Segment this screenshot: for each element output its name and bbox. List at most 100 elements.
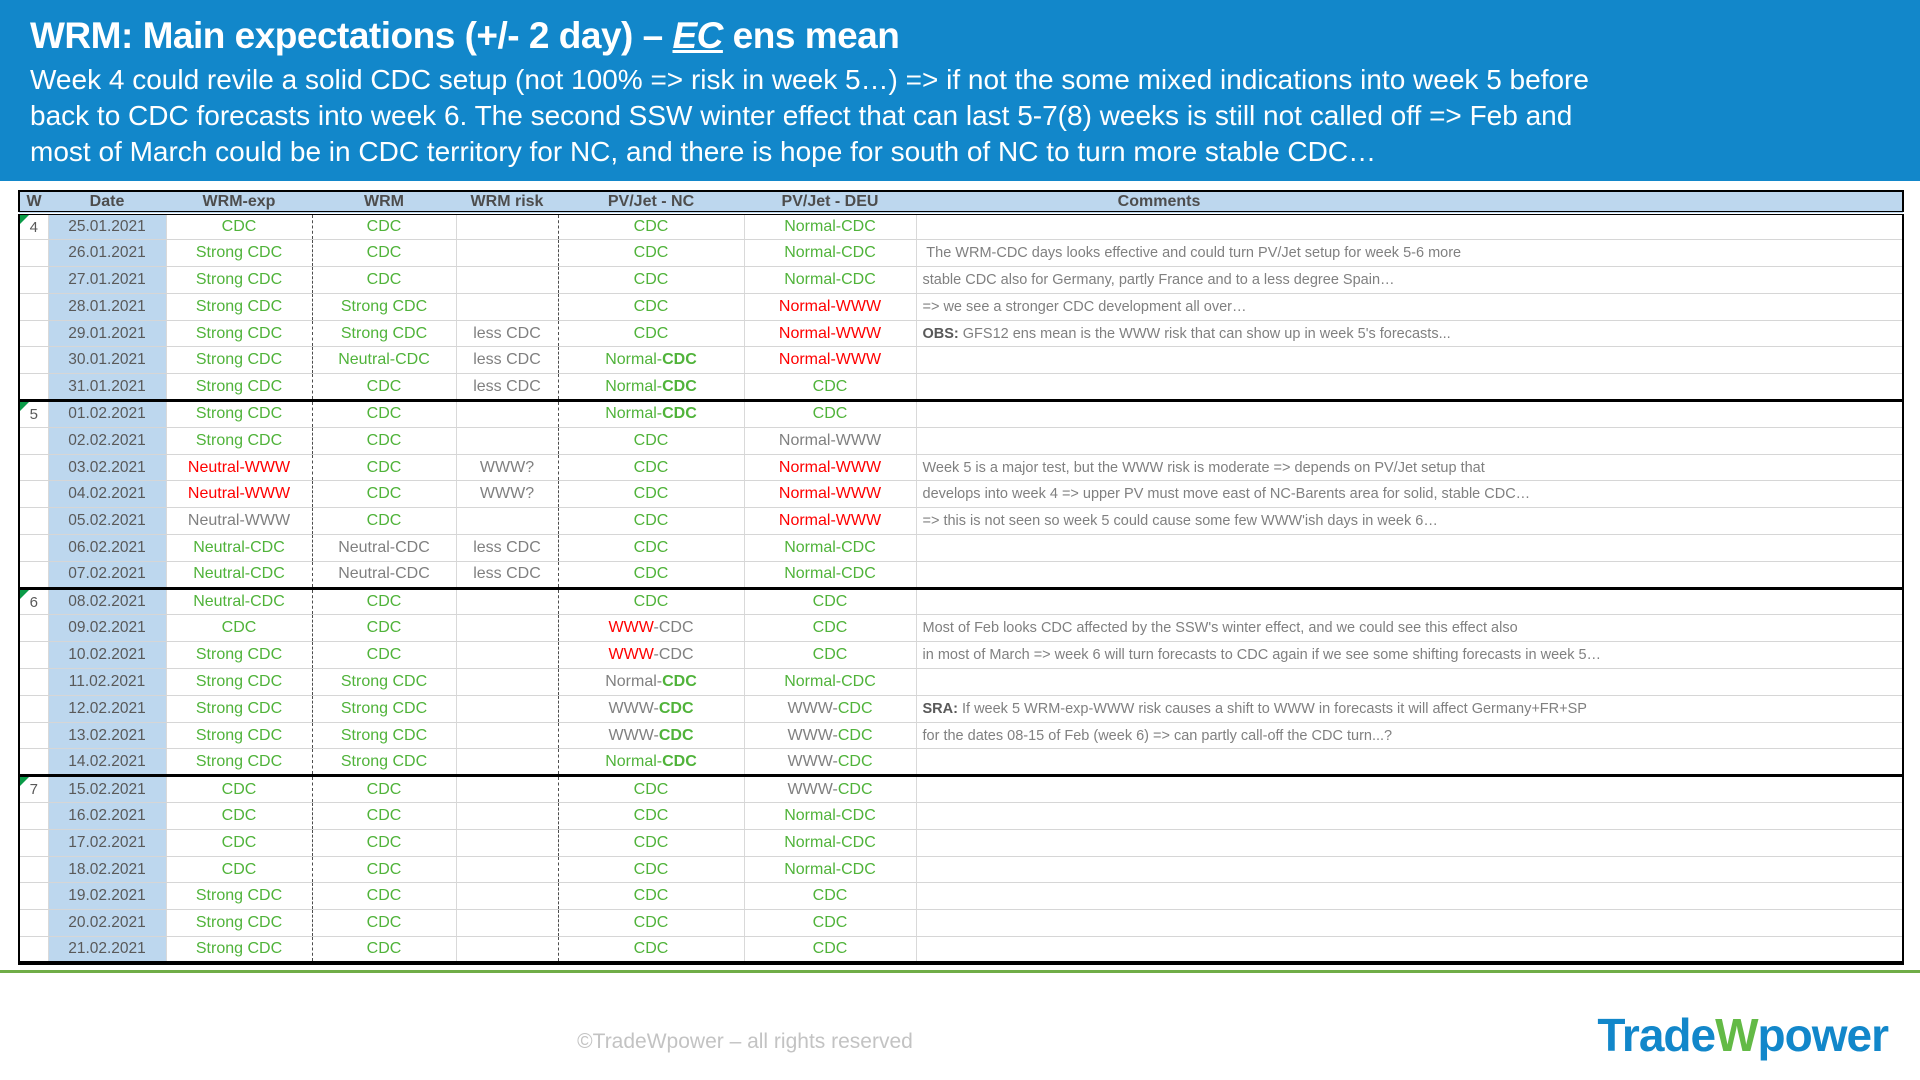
wrm-cell[interactable]: CDC [312,373,457,402]
date-cell[interactable]: 20.02.2021 [48,909,167,938]
pvjet-deu-cell[interactable]: Normal-CDC [744,561,917,589]
pvjet-nc-cell[interactable]: WWW-CDC [558,722,745,750]
date-cell[interactable]: 21.02.2021 [48,936,167,964]
wrm-exp-cell[interactable]: Strong CDC [166,239,313,268]
pvjet-deu-cell[interactable]: Normal-CDC [744,266,917,294]
week-number-cell[interactable]: 6 [19,586,49,616]
week-number-cell[interactable] [19,293,49,321]
pvjet-deu-cell[interactable]: WWW-CDC [744,748,917,777]
pvjet-nc-cell[interactable]: Normal-CDC [558,668,745,696]
date-cell[interactable]: 06.02.2021 [48,534,167,562]
wrm-risk-cell[interactable] [456,614,559,643]
date-cell[interactable]: 07.02.2021 [48,561,167,589]
comment-cell[interactable] [916,936,1903,964]
date-cell[interactable]: 16.02.2021 [48,802,167,830]
comment-cell[interactable] [916,856,1903,884]
pvjet-deu-cell[interactable]: CDC [744,936,917,964]
wrm-cell[interactable]: CDC [312,909,457,938]
week-number-cell[interactable] [19,748,49,777]
wrm-cell[interactable]: CDC [312,614,457,643]
wrm-exp-cell[interactable]: CDC [166,856,313,884]
wrm-cell[interactable]: Strong CDC [312,695,457,723]
wrm-exp-cell[interactable]: CDC [166,802,313,830]
wrm-exp-cell[interactable]: Strong CDC [166,399,313,428]
wrm-risk-cell[interactable]: WWW? [456,454,559,482]
wrm-exp-cell[interactable]: Strong CDC [166,909,313,938]
pvjet-nc-cell[interactable]: WWW-CDC [558,695,745,723]
pvjet-deu-cell[interactable]: Normal-CDC [744,856,917,884]
pvjet-nc-cell[interactable]: CDC [558,586,745,616]
wrm-exp-cell[interactable]: Neutral-CDC [166,586,313,616]
wrm-risk-cell[interactable] [456,829,559,857]
comment-cell[interactable] [916,748,1903,777]
pvjet-deu-cell[interactable]: CDC [744,909,917,938]
wrm-exp-cell[interactable]: Strong CDC [166,748,313,777]
week-number-cell[interactable] [19,829,49,857]
comment-cell[interactable]: OBS: GFS12 ens mean is the WWW risk that… [916,320,1903,348]
wrm-risk-cell[interactable] [456,586,559,616]
week-number-cell[interactable] [19,239,49,268]
pvjet-nc-cell[interactable]: CDC [558,480,745,509]
column-header-pvjet-deu[interactable]: PV/Jet - DEU [744,191,916,215]
wrm-exp-cell[interactable]: Strong CDC [166,293,313,321]
date-cell[interactable]: 04.02.2021 [48,480,167,509]
pvjet-nc-cell[interactable]: CDC [558,936,745,964]
comment-cell[interactable] [916,211,1903,241]
week-number-cell[interactable] [19,561,49,589]
wrm-exp-cell[interactable]: Strong CDC [166,641,313,670]
pvjet-nc-cell[interactable]: CDC [558,856,745,884]
pvjet-deu-cell[interactable]: Normal-WWW [744,480,917,509]
pvjet-nc-cell[interactable]: CDC [558,266,745,294]
wrm-exp-cell[interactable]: Strong CDC [166,695,313,723]
comment-cell[interactable]: Most of Feb looks CDC affected by the SS… [916,614,1903,643]
pvjet-nc-cell[interactable]: CDC [558,427,745,455]
week-number-cell[interactable] [19,909,49,938]
comment-cell[interactable]: Week 5 is a major test, but the WWW risk… [916,454,1903,482]
wrm-exp-cell[interactable]: Strong CDC [166,266,313,294]
wrm-exp-cell[interactable]: Strong CDC [166,722,313,750]
column-header-date[interactable]: Date [48,191,166,215]
wrm-risk-cell[interactable] [456,211,559,241]
date-cell[interactable]: 31.01.2021 [48,373,167,402]
column-header-wrm-exp[interactable]: WRM-exp [166,191,312,215]
pvjet-deu-cell[interactable]: Normal-CDC [744,668,917,696]
pvjet-deu-cell[interactable]: Normal-WWW [744,427,917,455]
wrm-risk-cell[interactable] [456,293,559,321]
comment-cell[interactable] [916,586,1903,616]
pvjet-deu-cell[interactable]: Normal-CDC [744,239,917,268]
date-cell[interactable]: 18.02.2021 [48,856,167,884]
column-header-w[interactable]: W [19,191,48,215]
week-number-cell[interactable] [19,427,49,455]
wrm-exp-cell[interactable]: Strong CDC [166,373,313,402]
pvjet-nc-cell[interactable]: WWW-CDC [558,641,745,670]
pvjet-nc-cell[interactable]: CDC [558,320,745,348]
week-number-cell[interactable] [19,480,49,509]
week-number-cell[interactable] [19,534,49,562]
pvjet-nc-cell[interactable]: CDC [558,293,745,321]
date-cell[interactable]: 17.02.2021 [48,829,167,857]
comment-cell[interactable]: stable CDC also for Germany, partly Fran… [916,266,1903,294]
wrm-cell[interactable]: CDC [312,211,457,241]
wrm-cell[interactable]: Neutral-CDC [312,346,457,375]
wrm-exp-cell[interactable]: Neutral-WWW [166,480,313,509]
wrm-cell[interactable]: Strong CDC [312,668,457,696]
wrm-exp-cell[interactable]: CDC [166,614,313,643]
wrm-cell[interactable]: CDC [312,641,457,670]
pvjet-nc-cell[interactable]: Normal-CDC [558,346,745,375]
wrm-risk-cell[interactable]: less CDC [456,346,559,375]
wrm-risk-cell[interactable] [456,266,559,294]
wrm-exp-cell[interactable]: Strong CDC [166,320,313,348]
wrm-exp-cell[interactable]: Strong CDC [166,427,313,455]
week-number-cell[interactable] [19,882,49,911]
week-number-cell[interactable] [19,346,49,375]
pvjet-deu-cell[interactable]: CDC [744,399,917,428]
comment-cell[interactable] [916,373,1903,402]
date-cell[interactable]: 02.02.2021 [48,427,167,455]
wrm-risk-cell[interactable]: less CDC [456,534,559,562]
date-cell[interactable]: 15.02.2021 [48,774,167,804]
pvjet-nc-cell[interactable]: CDC [558,211,745,241]
wrm-risk-cell[interactable]: WWW? [456,480,559,509]
comment-cell[interactable]: develops into week 4 => upper PV must mo… [916,480,1903,509]
week-number-cell[interactable] [19,668,49,696]
date-cell[interactable]: 01.02.2021 [48,399,167,428]
